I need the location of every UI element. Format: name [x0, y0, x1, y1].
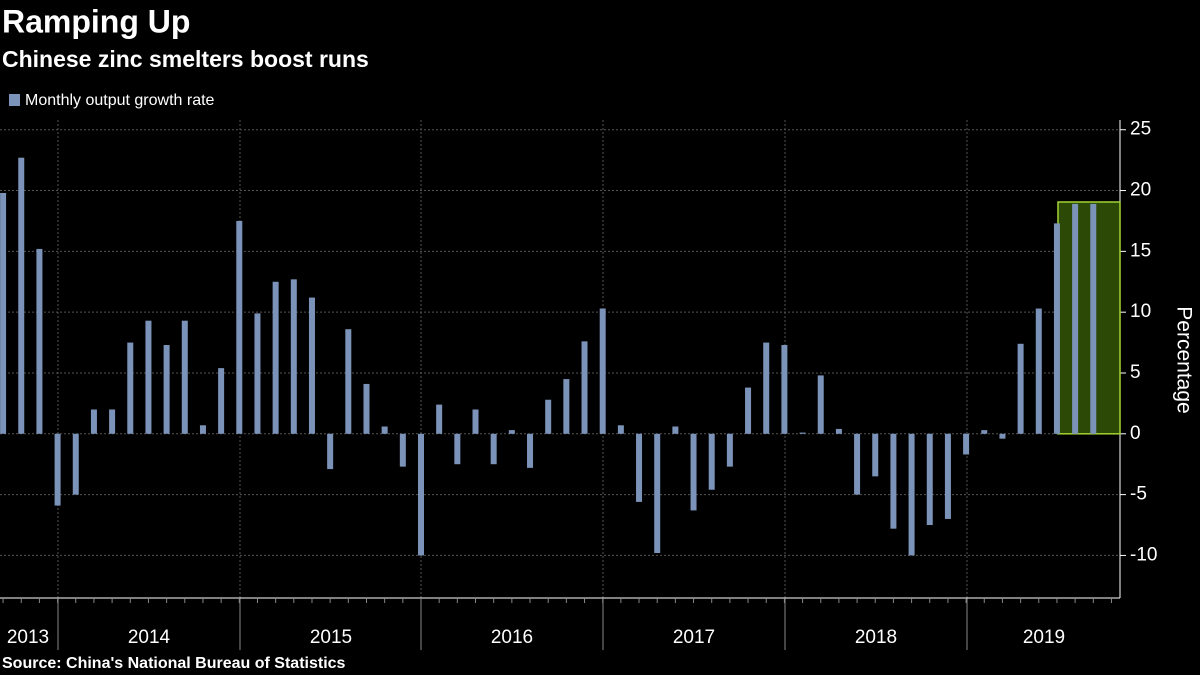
bar [109, 409, 116, 434]
bar [999, 433, 1006, 439]
bar [454, 433, 461, 465]
bar [436, 404, 443, 434]
bar [218, 368, 225, 434]
bar [90, 409, 97, 434]
bar [527, 433, 534, 468]
bar [926, 433, 933, 526]
chart-subtitle: Chinese zinc smelters boost runs [2, 46, 369, 72]
bar [236, 220, 243, 434]
bar [1053, 223, 1060, 434]
bar [272, 281, 279, 434]
bar [908, 433, 915, 556]
bar [1072, 203, 1079, 434]
bar [890, 433, 897, 529]
bar [1017, 343, 1024, 434]
x-tick-label: 2015 [310, 627, 352, 648]
bar [308, 297, 315, 434]
bar [490, 433, 497, 465]
bar [163, 345, 170, 434]
bar [181, 320, 188, 434]
bar [835, 428, 842, 434]
bar [763, 342, 770, 434]
bar [563, 379, 570, 434]
bar [54, 433, 61, 506]
x-tick-label: 2016 [491, 627, 533, 648]
bar [599, 308, 606, 434]
y-tick-label: 25 [1130, 119, 1151, 140]
x-tick-label: 2013 [7, 627, 49, 648]
bar [1090, 203, 1097, 434]
bar [472, 409, 479, 434]
bar [817, 375, 824, 434]
bar [545, 399, 552, 434]
bar [726, 433, 733, 467]
bar [872, 433, 879, 477]
bar [199, 425, 206, 434]
chart-title: Ramping Up [2, 3, 190, 39]
bar [944, 433, 951, 519]
bar [127, 342, 134, 434]
x-tick-label: 2018 [855, 627, 897, 648]
x-tick-label: 2019 [1023, 627, 1065, 648]
bar [145, 320, 152, 434]
x-tick-label: 2014 [128, 627, 171, 648]
x-tick-label: 2017 [673, 627, 715, 648]
bar [963, 433, 970, 455]
y-tick-label: -5 [1130, 484, 1147, 505]
y-tick-label: 10 [1130, 301, 1151, 322]
bar [72, 433, 79, 495]
bar [0, 192, 7, 434]
bar [345, 329, 352, 434]
bar [290, 279, 297, 434]
bar [18, 157, 25, 434]
y-tick-label: 20 [1130, 180, 1151, 201]
bar [981, 430, 988, 434]
bar [254, 313, 261, 434]
legend-label: Monthly output growth rate [25, 92, 215, 109]
bar [617, 425, 624, 434]
bar [745, 387, 752, 434]
y-tick-label: -10 [1130, 544, 1157, 565]
bar [654, 433, 661, 553]
legend-swatch [9, 94, 20, 106]
y-tick-label: 15 [1130, 240, 1151, 261]
bar [1035, 308, 1042, 434]
bar [399, 433, 406, 467]
bar [363, 383, 370, 434]
highlight [1057, 201, 1121, 435]
y-tick-label: 0 [1130, 423, 1141, 444]
y-tick-label: 5 [1130, 362, 1141, 383]
bar [636, 433, 643, 502]
bar [417, 433, 424, 556]
y-axis-title: Percentage [1172, 306, 1195, 413]
bar [381, 426, 388, 434]
bar [672, 426, 679, 434]
bar [327, 433, 334, 470]
bar [854, 433, 861, 495]
bar [799, 432, 806, 434]
bar [781, 345, 788, 434]
bar [708, 433, 715, 490]
bar [508, 430, 515, 434]
source: Source: China's National Bureau of Stati… [2, 655, 346, 672]
bar [690, 433, 697, 511]
bar [36, 248, 43, 434]
bar [581, 341, 588, 434]
